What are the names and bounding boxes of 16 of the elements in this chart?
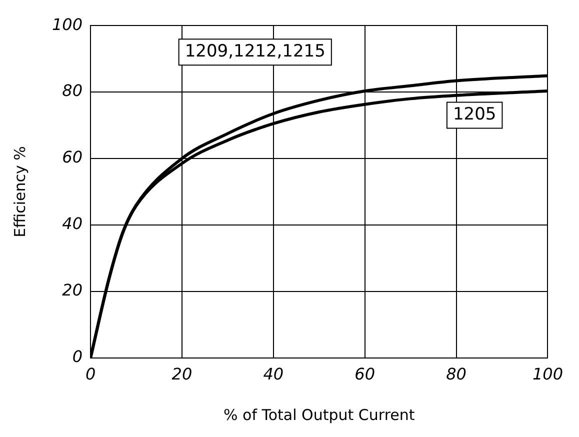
x-tick-label: 80 bbox=[446, 364, 466, 384]
y-tick-label: 60 bbox=[62, 148, 83, 167]
y-tick-label: 0 bbox=[72, 346, 83, 366]
x-tick-label: 40 bbox=[263, 364, 284, 384]
y-tick-label: 20 bbox=[62, 280, 83, 300]
x-tick-label: 20 bbox=[172, 364, 192, 384]
y-tick-label: 80 bbox=[62, 81, 83, 100]
series-label: 1205 bbox=[452, 104, 496, 125]
x-tick-label: 60 bbox=[354, 364, 376, 384]
x-tick-label: 100 bbox=[532, 364, 564, 384]
y-axis-title: Efficiency % bbox=[10, 146, 29, 238]
y-tick-label: 40 bbox=[62, 214, 83, 234]
x-axis-title: % of Total Output Current bbox=[224, 406, 415, 424]
y-tick-label: 100 bbox=[52, 14, 83, 34]
x-tick-label: 0 bbox=[85, 364, 96, 384]
text: 1209,1212,1215 bbox=[184, 42, 326, 62]
